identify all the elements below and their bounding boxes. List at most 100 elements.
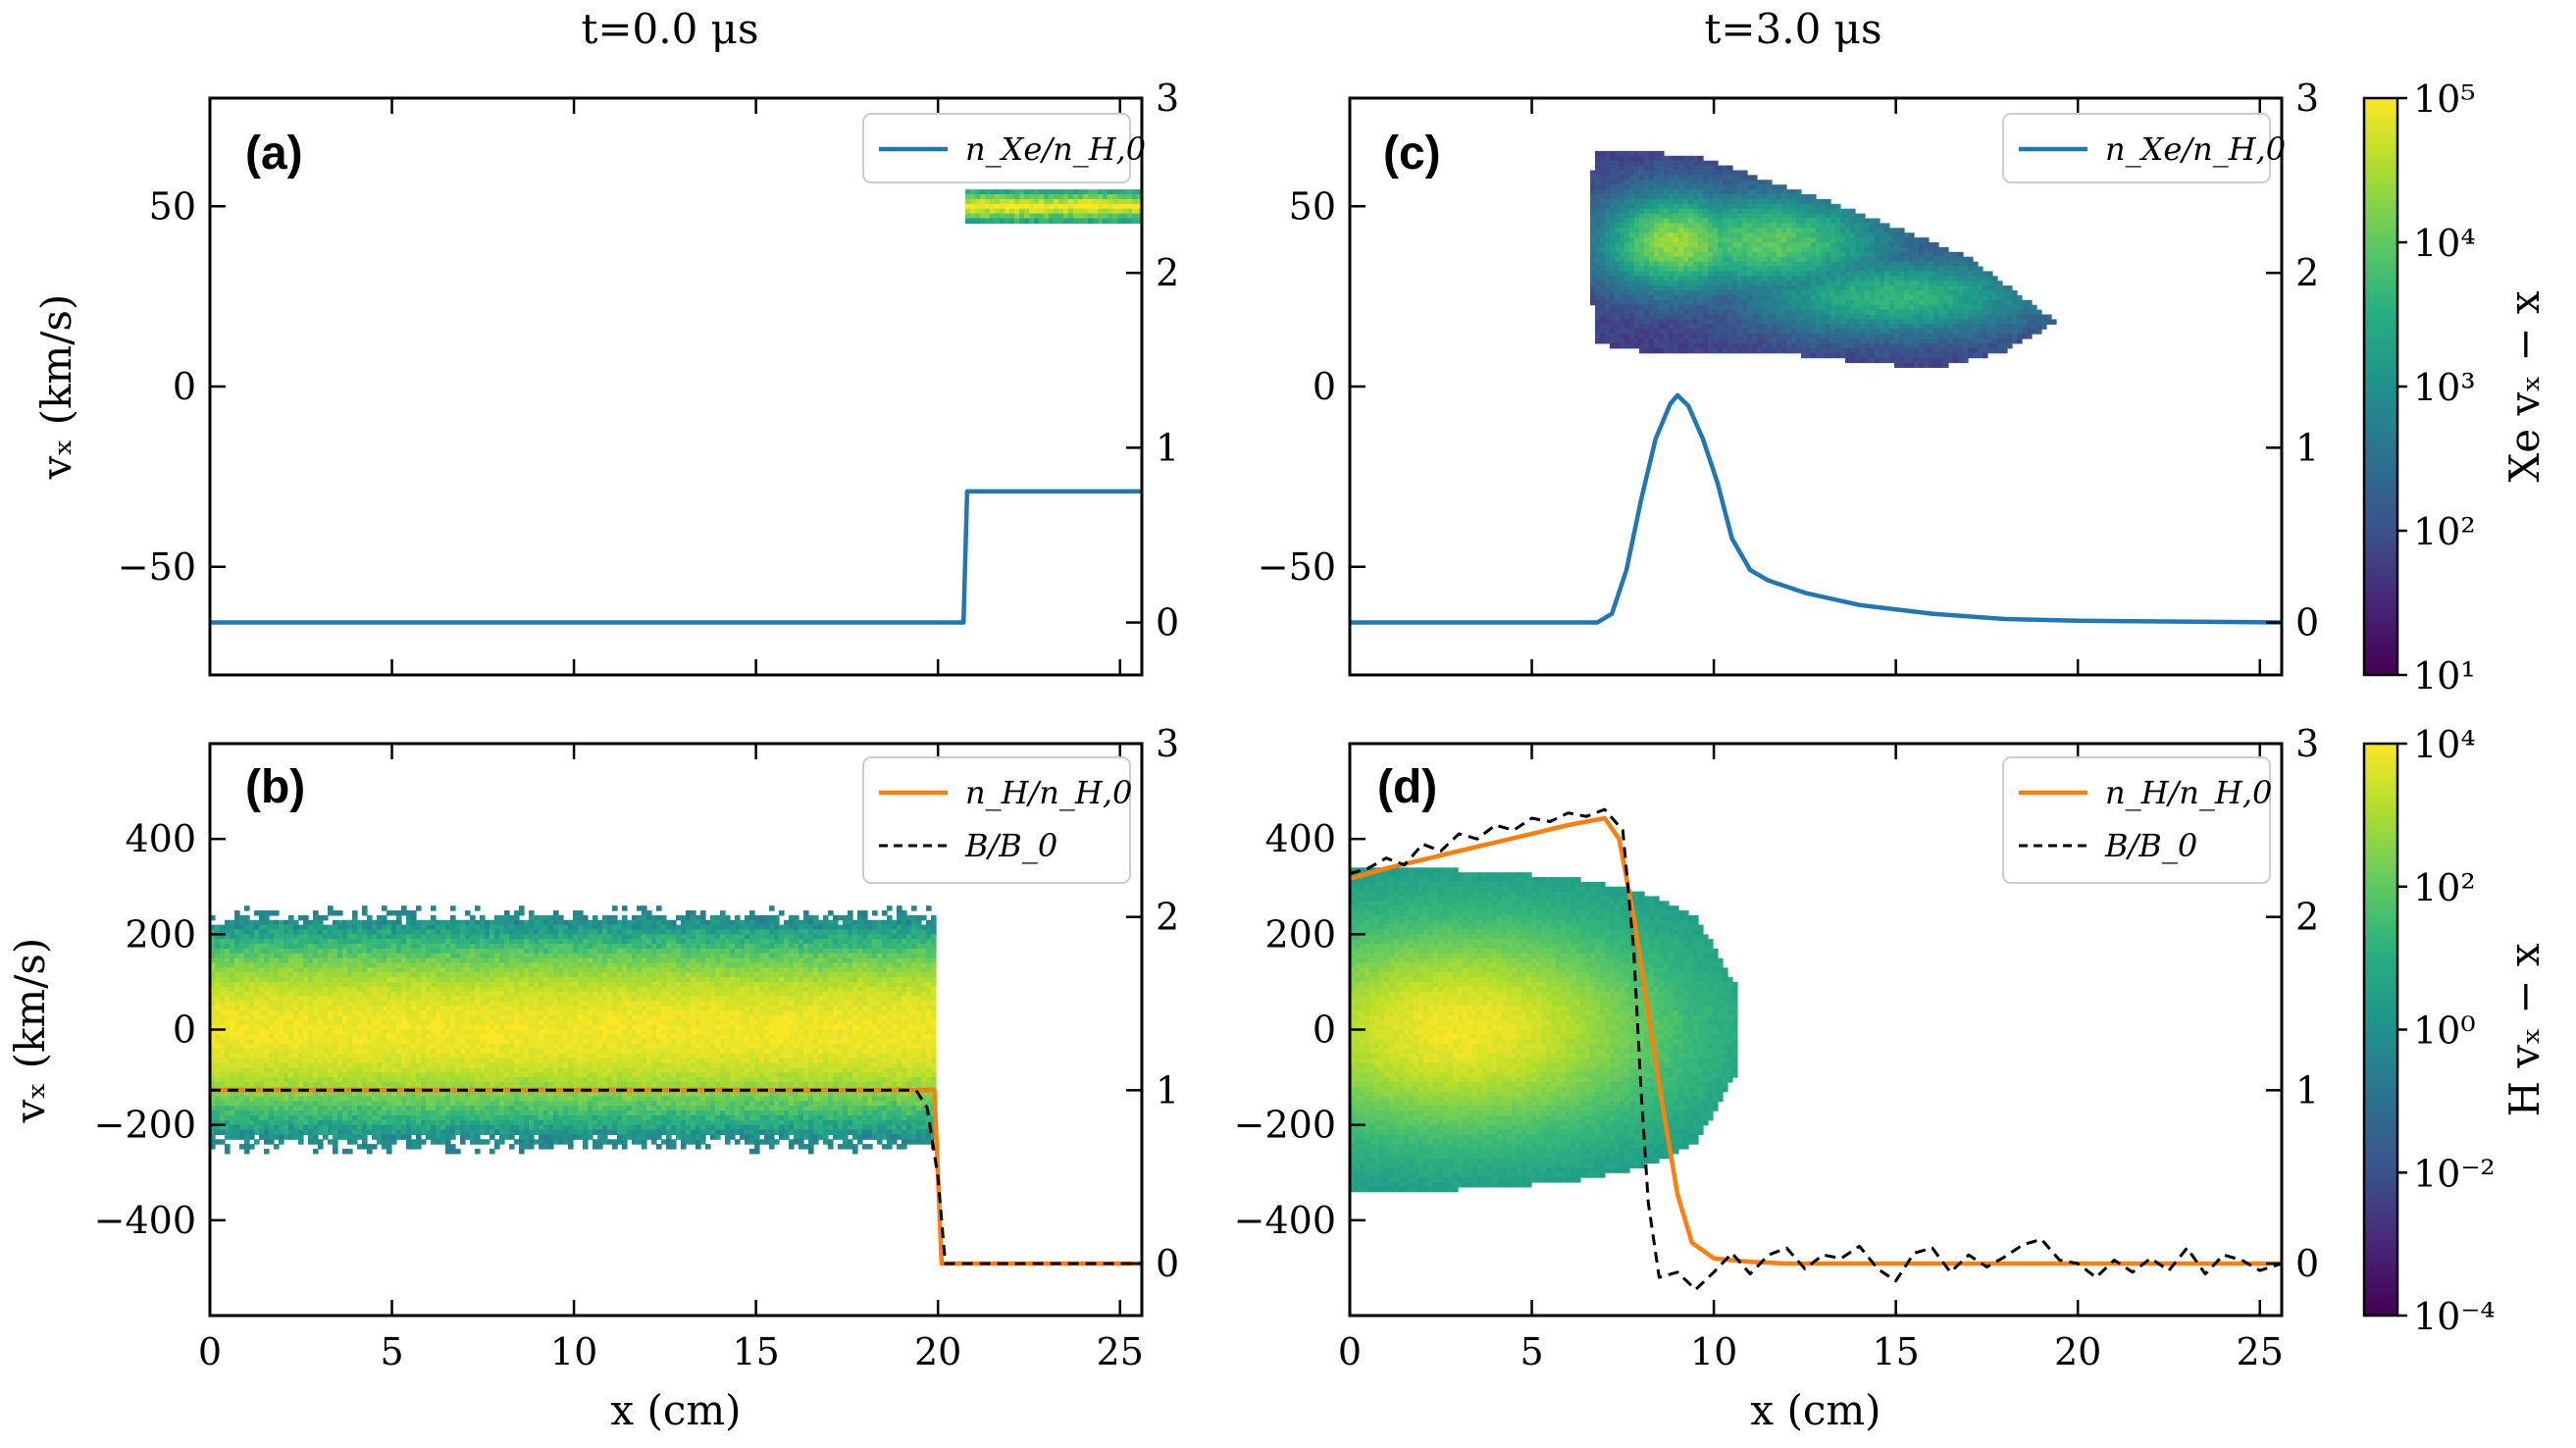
heatmap-cell [642,996,647,1001]
heatmap-cell [396,977,402,982]
heatmap-cell [450,996,456,1001]
heatmap-cell [519,977,525,982]
heatmap-cell [612,1072,618,1077]
heatmap-cell [558,1101,564,1106]
heatmap-cell [627,967,633,972]
heatmap-cell [431,967,437,972]
heatmap-cell [436,1097,441,1102]
heatmap-cell [269,1115,275,1120]
heatmap-cell [592,1030,598,1035]
heatmap-cell [489,925,495,930]
heatmap-cell [485,958,490,963]
heatmap-cell [377,1067,383,1072]
heatmap-cell [313,1015,319,1020]
heatmap-cell [534,920,540,925]
heatmap-cell [592,1001,598,1006]
heatmap-cell [460,1001,466,1006]
heatmap-cell [578,1134,584,1139]
heatmap-cell [382,920,387,925]
heatmap-cell [514,929,520,934]
heatmap-cell [539,1101,544,1106]
heatmap-cell [1054,219,1059,225]
heatmap-cell [440,1130,446,1135]
heatmap-cell [676,977,682,982]
heatmap-cell [583,1101,589,1106]
heatmap-cell [509,977,515,982]
heatmap-cell [563,1111,569,1115]
heatmap-cell [328,929,334,934]
heatmap-cell [333,929,338,934]
heatmap-cell [357,1054,363,1059]
heatmap-cell [612,996,618,1001]
heatmap-cell [323,1034,329,1039]
heatmap-cell [558,1001,564,1006]
heatmap-cell [362,1059,368,1063]
heatmap-cell [254,910,260,915]
heatmap-cell [578,972,584,977]
heatmap-cell [489,929,495,934]
heatmap-cell [592,1025,598,1030]
heatmap-cell [651,944,657,949]
heatmap-cell [445,939,451,944]
heatmap-cell [553,944,559,949]
heatmap-cell [1068,194,1074,200]
heatmap-cell [342,949,348,954]
heatmap-cell [499,1020,505,1025]
heatmap-cell [234,1134,240,1139]
heatmap-cell [642,905,647,910]
heatmap-cell [283,1049,289,1054]
heatmap-cell [239,1077,245,1082]
heatmap-cell [632,1059,638,1063]
heatmap-cell [293,1044,299,1049]
heatmap-cell [323,1082,329,1087]
heatmap-cell [543,1120,549,1125]
heatmap-cell [382,977,387,982]
heatmap-cell [597,1082,603,1087]
heatmap-cell [367,972,373,977]
heatmap-cell [377,1120,383,1125]
heatmap-cell [553,1049,559,1054]
heatmap-cell [543,1139,549,1144]
heatmap-cell [367,915,373,920]
heatmap-cell [597,1063,603,1068]
heatmap-cell [293,996,299,1001]
heatmap-cell [333,1067,338,1072]
heatmap-cell [382,1059,387,1063]
heatmap-cell [686,1115,692,1120]
heatmap-cell [563,962,569,967]
heatmap-cell [1108,204,1113,210]
heatmap-cell [622,949,628,954]
heatmap-cell [372,939,378,944]
heatmap-cell [499,1034,505,1039]
heatmap-cell [661,1063,667,1068]
heatmap-cell [543,1001,549,1006]
heatmap-cell [475,1097,481,1102]
heatmap-cell [583,949,589,954]
heatmap-cell [592,962,598,967]
heatmap-cell [612,929,618,934]
heatmap-cell [489,1015,495,1020]
heatmap-cell [681,1059,687,1063]
heatmap-cell [504,910,510,915]
heatmap-cell [656,1082,662,1087]
heatmap-cell [411,1125,417,1130]
heatmap-cell [308,982,314,987]
heatmap-cell [475,1039,481,1044]
heatmap-cell [283,934,289,939]
heatmap-cell [259,1067,265,1072]
heatmap-cell [357,992,363,997]
heatmap-cell [465,1006,471,1010]
heatmap-cell [602,1044,608,1049]
heatmap-cell [225,1130,231,1135]
heatmap-cell [455,939,461,944]
heatmap-cell [283,920,289,925]
heatmap-cell [1063,204,1069,210]
heatmap-cell [548,934,554,939]
heatmap-cell [632,1120,638,1125]
heatmap-cell [651,1106,657,1111]
heatmap-cell [362,920,368,925]
heatmap-cell [328,1072,334,1077]
heatmap-cell [632,996,638,1001]
heatmap-cell [391,1101,397,1106]
heatmap-cell [264,929,270,934]
